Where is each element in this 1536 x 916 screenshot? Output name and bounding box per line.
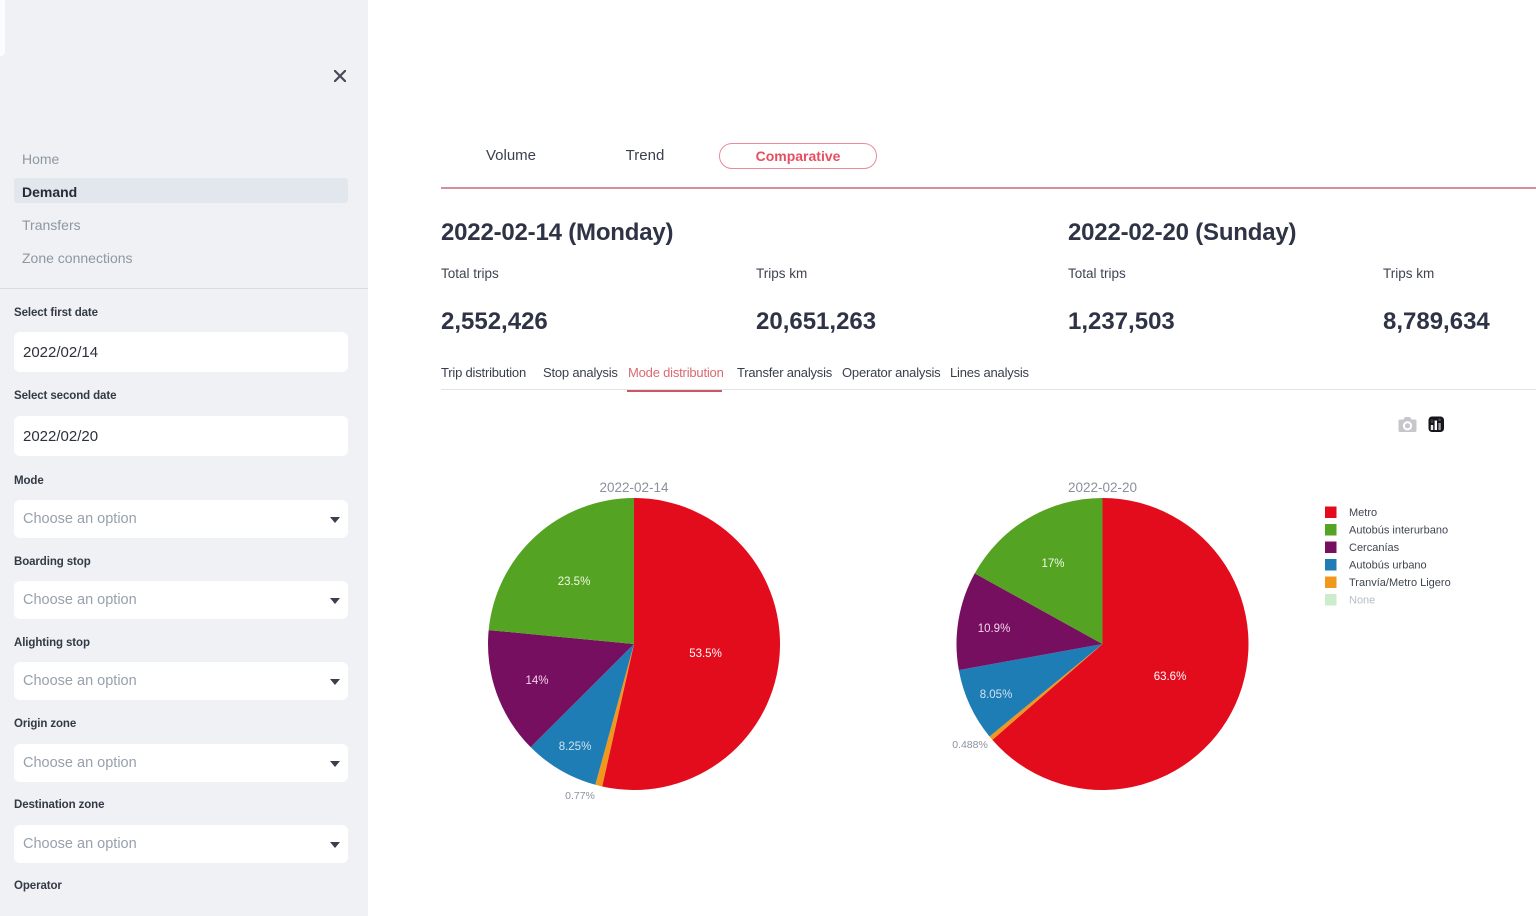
svg-text:14%: 14% xyxy=(525,675,548,687)
svg-text:2022-02-14: 2022-02-14 xyxy=(599,480,669,495)
svg-text:Autobús interurbano: Autobús interurbano xyxy=(1349,525,1448,537)
svg-text:23.5%: 23.5% xyxy=(558,576,591,588)
svg-text:53.5%: 53.5% xyxy=(689,648,722,660)
svg-text:0.77%: 0.77% xyxy=(565,790,595,802)
svg-text:Tranvía/Metro Ligero: Tranvía/Metro Ligero xyxy=(1349,577,1451,589)
svg-text:Metro: Metro xyxy=(1349,507,1377,519)
svg-text:10.9%: 10.9% xyxy=(978,623,1011,635)
svg-text:63.6%: 63.6% xyxy=(1154,671,1187,683)
svg-text:0.488%: 0.488% xyxy=(952,739,988,751)
svg-text:17%: 17% xyxy=(1041,558,1064,570)
svg-text:8.05%: 8.05% xyxy=(980,689,1013,701)
svg-text:2022-02-20: 2022-02-20 xyxy=(1068,480,1137,495)
svg-text:8.25%: 8.25% xyxy=(559,741,592,753)
svg-text:Cercanías: Cercanías xyxy=(1349,542,1400,554)
svg-text:None: None xyxy=(1349,595,1375,607)
svg-text:Autobús urbano: Autobús urbano xyxy=(1349,560,1427,572)
